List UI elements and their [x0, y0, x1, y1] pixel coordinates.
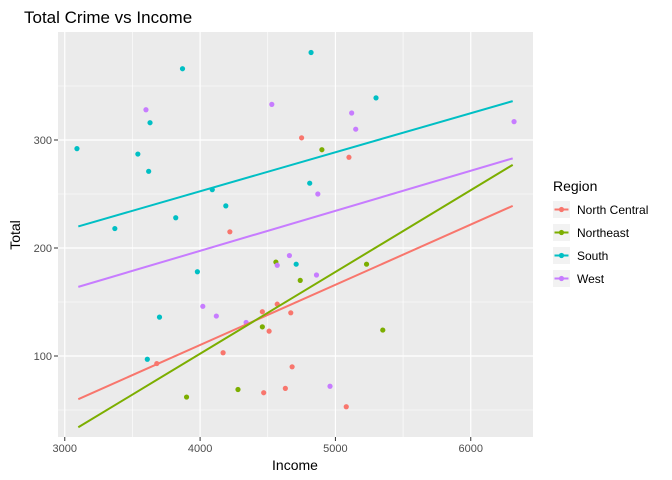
point-west [315, 191, 321, 197]
legend-item-south: South [553, 247, 608, 264]
point-northeast [183, 394, 190, 400]
y-tick-label: 200 [34, 243, 52, 255]
point-west [143, 107, 149, 113]
legend-item-west: West [553, 270, 605, 287]
x-tick-label: 5000 [323, 443, 347, 455]
point-north-central [282, 385, 288, 391]
legend-label-northeast: Northeast [577, 226, 630, 240]
legend-label-north-central: North Central [577, 203, 648, 217]
point-west [286, 252, 293, 259]
x-tick-label: 3000 [53, 443, 77, 455]
x-axis-title: Income [272, 457, 318, 473]
trend-line-west [78, 157, 513, 288]
legend-key-point [558, 275, 565, 282]
point-north-central [259, 309, 265, 315]
y-tick-label: 300 [34, 135, 52, 147]
point-north-central [298, 135, 305, 141]
y-axis-ticks: 100 200 300 [34, 135, 58, 363]
legend-item-north-central: North Central [553, 201, 648, 218]
legend-title: Region [553, 178, 597, 194]
point-south [147, 120, 153, 126]
point-south [135, 151, 141, 157]
point-northeast [319, 147, 325, 153]
x-tick-label: 4000 [188, 443, 212, 455]
legend-key-point [558, 229, 565, 236]
point-south [293, 261, 299, 267]
point-north-central [289, 364, 295, 370]
legend-item-northeast: Northeast [553, 224, 630, 241]
point-south [179, 66, 186, 72]
point-south [223, 203, 229, 209]
point-north-central [220, 350, 226, 356]
point-south [307, 180, 313, 186]
point-northeast [297, 277, 303, 283]
grid-minor [58, 32, 533, 437]
plot-panel [58, 32, 533, 437]
legend-key-point [558, 252, 565, 259]
point-north-central [288, 310, 294, 316]
y-axis-title: Total [7, 220, 23, 250]
point-west [200, 303, 206, 309]
point-west [269, 101, 275, 107]
point-west [511, 119, 517, 125]
point-north-central [346, 154, 352, 160]
point-north-central [266, 328, 272, 334]
trend-line-northeast [77, 163, 514, 429]
x-axis-ticks: 3000 4000 5000 6000 [53, 437, 483, 455]
legend-label-south: South [577, 249, 608, 263]
point-northeast [259, 324, 265, 330]
legend-key-point [558, 206, 565, 213]
trend-line-north-central [77, 204, 514, 401]
point-west [274, 262, 280, 268]
point-north-central [227, 229, 233, 235]
point-south [156, 314, 163, 320]
y-tick-label: 100 [34, 351, 52, 363]
point-west [353, 126, 359, 132]
point-north-central [261, 390, 267, 396]
point-south [144, 356, 150, 362]
x-tick-label: 6000 [459, 443, 483, 455]
point-west [349, 110, 355, 116]
point-north-central [343, 404, 349, 410]
point-south [173, 215, 179, 221]
point-west [327, 383, 333, 389]
point-south [373, 95, 379, 101]
point-northeast [235, 386, 241, 393]
data-points [74, 49, 517, 410]
legend: Region North Central Northeast South West [553, 178, 648, 287]
trend-line-south [78, 100, 513, 228]
point-northeast [363, 261, 370, 267]
grid-major [58, 32, 533, 437]
legend-label-west: West [577, 272, 605, 286]
point-south [74, 146, 80, 152]
point-south [194, 269, 200, 275]
point-south [112, 225, 118, 232]
point-south [308, 49, 314, 56]
point-west [313, 272, 320, 278]
chart-title: Total Crime vs Income [24, 8, 192, 27]
point-northeast [380, 327, 386, 333]
point-west [213, 313, 219, 319]
trend-lines [77, 100, 514, 429]
point-south [146, 168, 152, 174]
